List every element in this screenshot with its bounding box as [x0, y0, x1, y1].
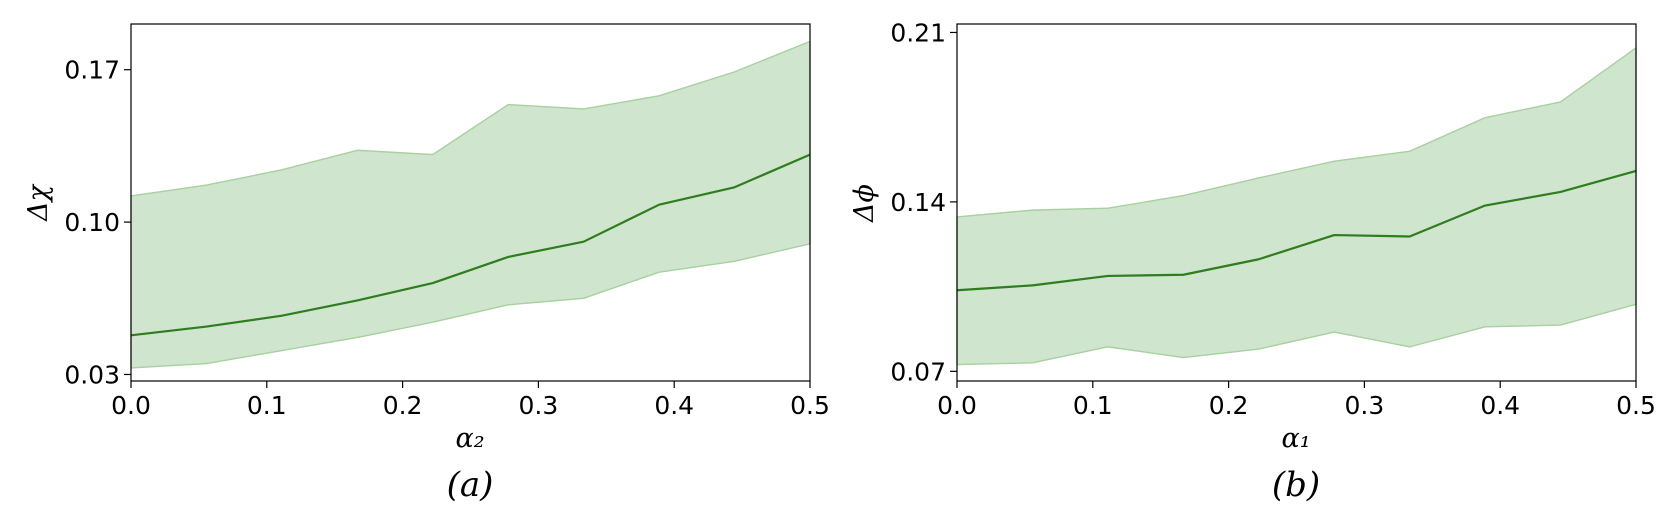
chart-panel-a: 0.0 0.1 0.2 0.3 0.4 0.5 0.03 0.10 0.17 α₂ Δχ (a…	[23, 23, 830, 505]
y-tick-label: 0.14	[890, 188, 946, 217]
plot-frame-b	[956, 23, 1637, 382]
x-ticks-b: 0.0 0.1 0.2 0.3 0.4 0.5	[937, 381, 1656, 420]
y-ticks-a: 0.03 0.10 0.17	[64, 56, 131, 389]
x-tick-label: 0.1	[1073, 391, 1113, 420]
x-tick-label: 0.3	[519, 391, 559, 420]
y-tick-label: 0.17	[64, 56, 120, 85]
y-tick-label: 0.03	[64, 360, 120, 389]
confidence-band-a	[130, 40, 811, 369]
x-tick-label: 0.1	[247, 391, 287, 420]
y-tick-label: 0.07	[890, 357, 946, 386]
x-tick-label: 0.4	[1480, 391, 1520, 420]
x-tick-label: 0.5	[1616, 391, 1656, 420]
x-ticks-a: 0.0 0.1 0.2 0.3 0.4 0.5	[111, 381, 830, 420]
mean-line-a	[130, 153, 811, 337]
x-tick-label: 0.5	[790, 391, 830, 420]
y-axis-label-a: Δχ	[23, 183, 54, 221]
mean-line-b	[956, 169, 1637, 292]
y-tick-label: 0.10	[64, 208, 120, 237]
x-axis-label-a: α₂	[455, 423, 484, 454]
y-ticks-b: 0.07 0.14 0.21	[890, 18, 957, 386]
x-tick-label: 0.0	[937, 391, 977, 420]
y-axis-label-b: Δϕ	[849, 184, 880, 223]
caption-b: (b)	[1272, 465, 1320, 505]
x-tick-label: 0.3	[1345, 391, 1385, 420]
x-tick-label: 0.0	[111, 391, 151, 420]
y-tick-label: 0.21	[890, 18, 946, 47]
confidence-band-b	[956, 47, 1637, 366]
chart-panel-b: 0.0 0.1 0.2 0.3 0.4 0.5 0.07 0.14 0.21 α₁ Δϕ (b…	[849, 18, 1656, 505]
x-tick-label: 0.2	[383, 391, 423, 420]
caption-a: (a)	[447, 465, 494, 505]
plot-frame-a	[130, 23, 811, 382]
x-tick-label: 0.2	[1209, 391, 1249, 420]
x-tick-label: 0.4	[654, 391, 694, 420]
x-axis-label-b: α₁	[1281, 423, 1310, 454]
